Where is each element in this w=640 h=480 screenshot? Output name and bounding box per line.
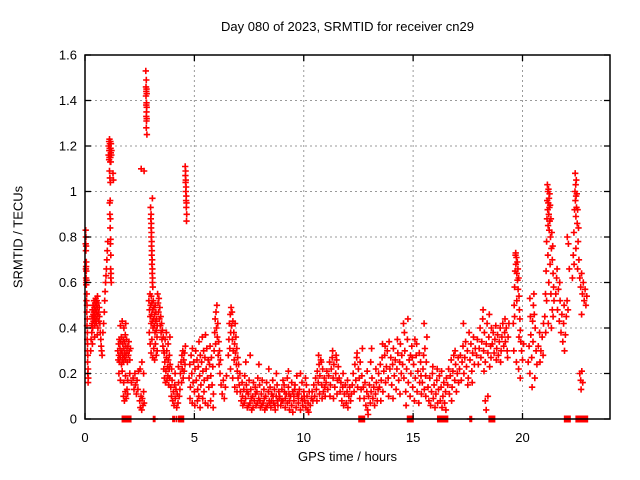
y-axis-label: SRMTID / TECUs: [10, 185, 26, 289]
x-axis-label: GPS time / hours: [298, 449, 397, 464]
y-tick-label: 0.8: [59, 230, 77, 245]
chart-title: Day 080 of 2023, SRMTID for receiver cn2…: [221, 19, 474, 34]
y-tick-label: 0: [70, 412, 77, 427]
y-tick-label: 0.2: [59, 366, 77, 381]
y-tick-label: 1.2: [59, 139, 77, 154]
data-points: [82, 67, 590, 423]
x-tick-label: 15: [406, 430, 420, 445]
x-tick-label: 20: [515, 430, 529, 445]
x-tick-label: 10: [297, 430, 311, 445]
x-tick-label: 5: [191, 430, 198, 445]
y-tick-label: 0.4: [59, 321, 77, 336]
y-tick-label: 0.6: [59, 275, 77, 290]
y-tick-label: 1.4: [59, 93, 77, 108]
x-tick-label: 0: [81, 430, 88, 445]
y-tick-label: 1: [70, 184, 77, 199]
y-tick-label: 1.6: [59, 48, 77, 63]
